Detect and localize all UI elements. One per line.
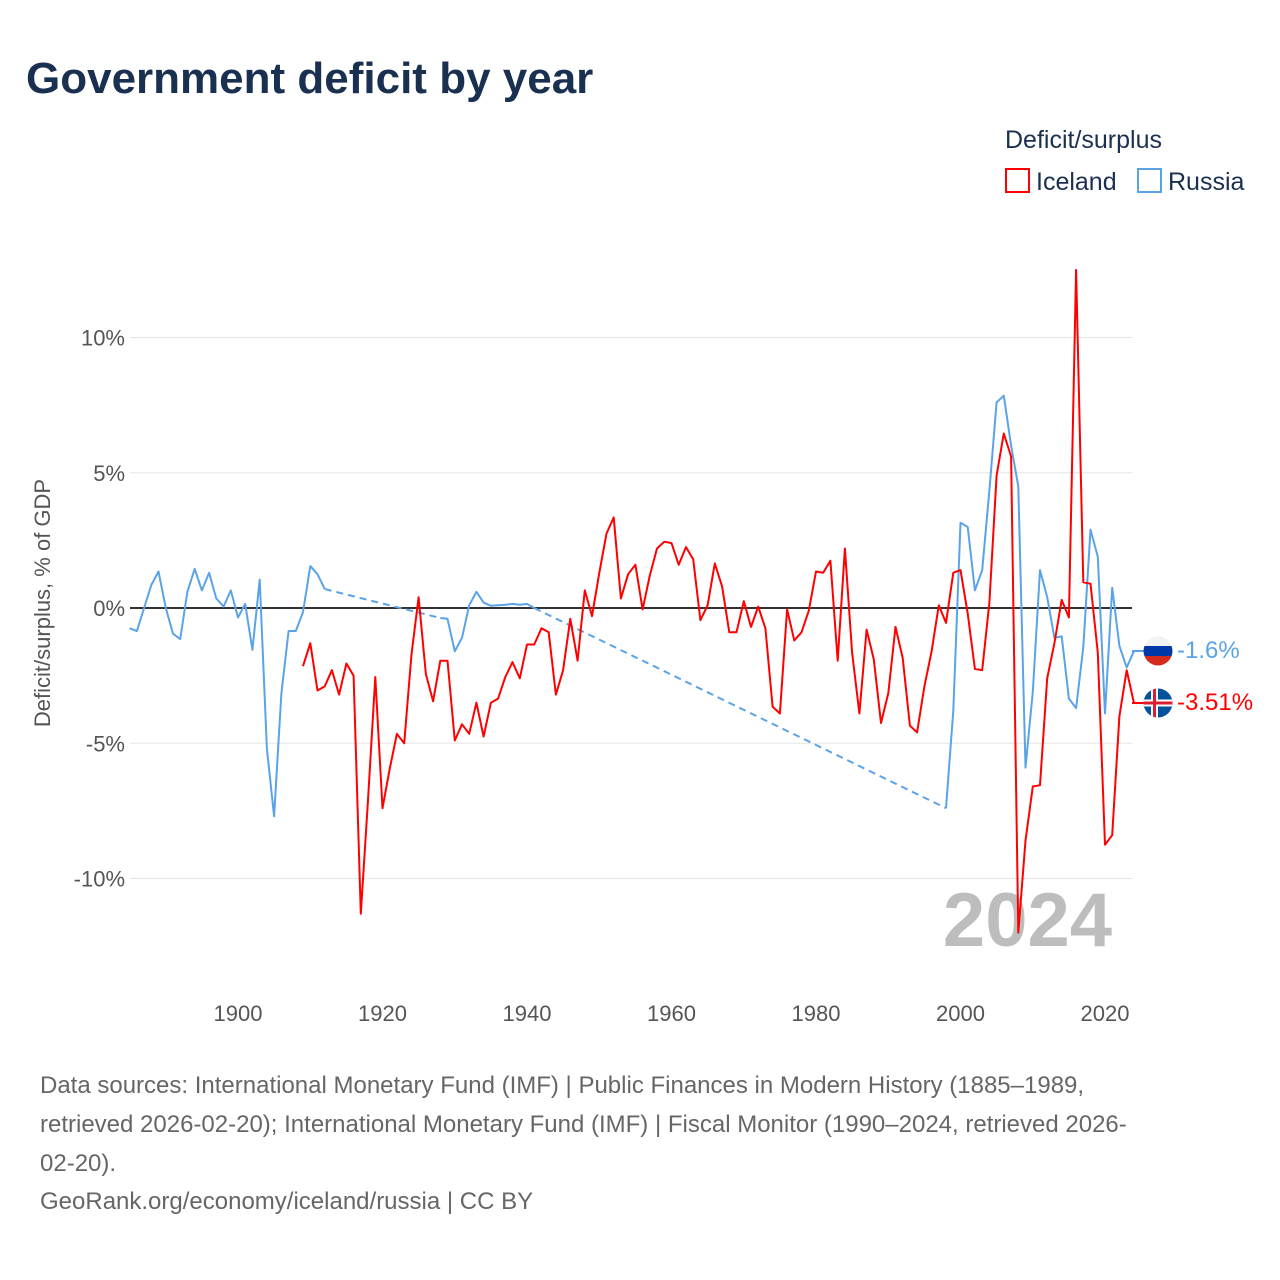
legend-label-russia: Russia — [1168, 168, 1245, 196]
y-tick-label: -10% — [74, 867, 125, 892]
current-year-label: 2024 — [943, 878, 1112, 963]
legend-item-iceland[interactable]: Iceland — [1005, 168, 1117, 196]
y-tick-label: -5% — [86, 731, 125, 756]
russia-line-segment — [129, 565, 326, 818]
russia-gap-connector — [324, 588, 441, 619]
legend-label-iceland: Iceland — [1036, 168, 1117, 196]
legend-item-russia[interactable]: Russia — [1137, 168, 1245, 196]
legend-title: Deficit/surplus — [1005, 126, 1162, 154]
y-tick-label: 5% — [93, 461, 125, 486]
source-link[interactable]: GeoRank.org/economy/iceland/russia | CC … — [40, 1188, 533, 1215]
x-tick-label: 1920 — [358, 1001, 407, 1026]
end-label-iceland: -3.51% — [1132, 688, 1253, 718]
y-axis-ticks: 10% 5% 0% -5% -10% — [74, 326, 125, 892]
data-sources-line-3: 02-20). — [40, 1150, 116, 1177]
russia-flag-icon — [1143, 636, 1173, 666]
iceland-flag-icon — [1143, 688, 1173, 718]
x-tick-label: 2000 — [936, 1001, 985, 1026]
footer: Data sources: International Monetary Fun… — [40, 1072, 1127, 1215]
x-tick-label: 1900 — [214, 1001, 263, 1026]
x-tick-label: 2020 — [1081, 1001, 1130, 1026]
data-sources-line-2: retrieved 2026-02-20); International Mon… — [40, 1111, 1127, 1138]
legend: Deficit/surplus Iceland Russia — [1005, 126, 1245, 196]
y-tick-label: 10% — [81, 326, 125, 351]
legend-swatch-iceland — [1005, 168, 1030, 193]
gridlines — [130, 337, 1132, 879]
x-tick-label: 1980 — [792, 1001, 841, 1026]
end-value-iceland: -3.51% — [1177, 689, 1253, 716]
end-label-russia: -1.6% — [1132, 636, 1240, 666]
russia-line-segment — [945, 394, 1135, 809]
end-value-russia: -1.6% — [1177, 637, 1240, 664]
chart-title: Government deficit by year — [26, 54, 593, 103]
data-sources-line-1: Data sources: International Monetary Fun… — [40, 1072, 1084, 1099]
x-tick-label: 1960 — [647, 1001, 696, 1026]
y-axis-label: Deficit/surplus, % of GDP — [30, 479, 55, 727]
russia-gap-connector — [533, 607, 947, 810]
x-tick-label: 1940 — [503, 1001, 552, 1026]
x-axis-ticks: 1900 1920 1940 1960 1980 2000 2020 — [214, 1001, 1130, 1026]
iceland-line — [302, 268, 1135, 934]
russia-line-segment — [440, 590, 535, 653]
legend-swatch-russia — [1137, 168, 1162, 193]
series-lines — [129, 268, 1135, 934]
y-tick-label: 0% — [93, 596, 125, 621]
